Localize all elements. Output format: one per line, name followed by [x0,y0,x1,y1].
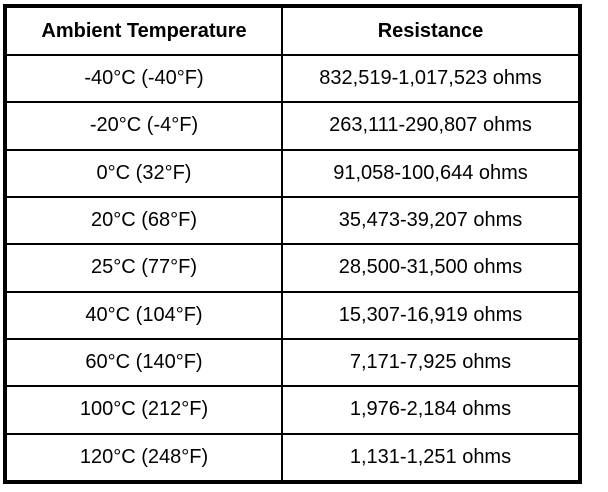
temperature-cell: 0°C (32°F) [4,148,283,198]
temperature-resistance-table: Ambient Temperature Resistance -40°C (-4… [3,4,582,484]
table-row: 20°C (68°F) 35,473-39,207 ohms [4,195,581,246]
resistance-cell: 7,171-7,925 ohms [281,337,581,388]
table-row: 120°C (248°F) 1,131-1,251 ohms [4,432,581,483]
resistance-cell: 91,058-100,644 ohms [281,148,581,198]
table-body: -40°C (-40°F) 832,519-1,017,523 ohms -20°C… [4,53,581,483]
temperature-cell: 20°C (68°F) [4,195,283,246]
resistance-cell: 15,307-16,919 ohms [281,290,581,340]
table-row: 40°C (104°F) 15,307-16,919 ohms [4,290,581,340]
resistance-cell: 35,473-39,207 ohms [281,195,581,246]
table-row: -40°C (-40°F) 832,519-1,017,523 ohms [4,53,581,104]
temperature-cell: -40°C (-40°F) [4,53,283,104]
table-row: 60°C (140°F) 7,171-7,925 ohms [4,337,581,388]
header-row: Ambient Temperature Resistance [4,5,581,56]
column-header-temperature: Ambient Temperature [4,5,283,56]
column-header-resistance: Resistance [281,5,581,56]
table-row: 25°C (77°F) 28,500-31,500 ohms [4,243,581,293]
resistance-cell: 1,131-1,251 ohms [281,432,581,483]
table-container: Ambient Temperature Resistance -40°C (-4… [3,4,582,484]
temperature-cell: 120°C (248°F) [4,432,283,483]
table-row: 0°C (32°F) 91,058-100,644 ohms [4,148,581,198]
temperature-cell: 25°C (77°F) [4,243,283,293]
resistance-cell: 1,976-2,184 ohms [281,385,581,435]
resistance-cell: 28,500-31,500 ohms [281,243,581,293]
table-row: -20°C (-4°F) 263,111-290,807 ohms [4,101,581,151]
temperature-cell: -20°C (-4°F) [4,101,283,151]
temperature-cell: 100°C (212°F) [4,385,283,435]
temperature-cell: 40°C (104°F) [4,290,283,340]
temperature-cell: 60°C (140°F) [4,337,283,388]
table-row: 100°C (212°F) 1,976-2,184 ohms [4,385,581,435]
table-header: Ambient Temperature Resistance [4,5,581,56]
resistance-cell: 832,519-1,017,523 ohms [281,53,581,104]
resistance-cell: 263,111-290,807 ohms [281,101,581,151]
